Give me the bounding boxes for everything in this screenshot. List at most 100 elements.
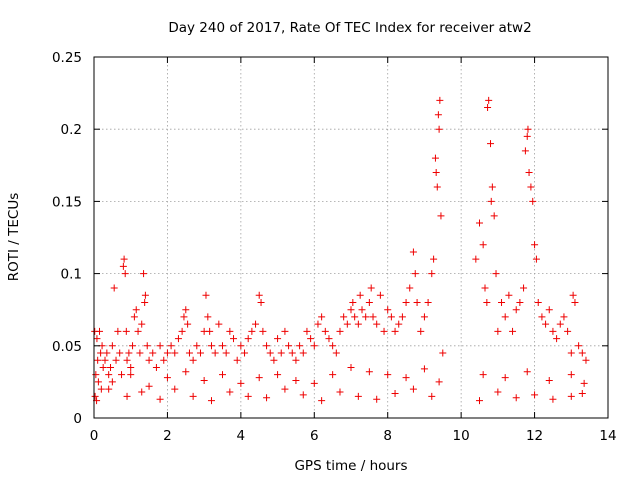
data-point [105, 385, 113, 393]
data-point [501, 374, 509, 382]
data-point [411, 270, 419, 278]
data-point [343, 320, 351, 328]
data-point [94, 378, 102, 386]
data-point [202, 291, 210, 299]
data-point [296, 342, 304, 350]
x-tick-label: 10 [453, 428, 470, 444]
data-point [97, 349, 105, 357]
data-point [226, 327, 234, 335]
data-point [347, 306, 355, 314]
data-point [484, 104, 492, 112]
data-point [145, 356, 153, 364]
grid [94, 57, 608, 418]
chart-title: Day 240 of 2017, Rate Of TEC Index for r… [168, 20, 531, 36]
x-tick-label: 2 [163, 428, 172, 444]
data-point [485, 96, 493, 104]
data-point [263, 394, 271, 402]
data-point [365, 298, 373, 306]
x-tick-label: 6 [310, 428, 319, 444]
data-points [91, 96, 590, 405]
data-point [248, 327, 256, 335]
data-point [263, 342, 271, 350]
data-point [428, 270, 436, 278]
data-point [354, 392, 362, 400]
data-point [121, 270, 129, 278]
data-point [244, 335, 252, 343]
data-point [549, 327, 557, 335]
data-point [219, 342, 226, 350]
data-point [472, 255, 480, 263]
data-point [222, 349, 230, 357]
data-point [512, 394, 520, 402]
data-point [152, 363, 160, 371]
data-point [167, 342, 175, 350]
x-axis-label: GPS time / hours [294, 458, 407, 474]
data-point [367, 284, 375, 292]
data-point [270, 356, 278, 364]
data-point [384, 306, 392, 314]
data-point [138, 320, 146, 328]
data-point [307, 335, 315, 343]
data-point [336, 388, 344, 396]
data-point [143, 342, 151, 350]
data-point [244, 392, 252, 400]
data-point [498, 298, 506, 306]
data-point [332, 349, 340, 357]
data-point [582, 356, 590, 364]
data-point [571, 298, 579, 306]
data-point [516, 298, 524, 306]
data-point [505, 291, 513, 299]
data-point [252, 320, 260, 328]
data-point [281, 327, 289, 335]
data-point [310, 342, 318, 350]
data-point [141, 291, 149, 299]
y-axis: 0 0.05 0.1 0.15 0.2 0.25 [52, 50, 608, 427]
data-point [520, 284, 528, 292]
data-point [391, 327, 399, 335]
data-point [140, 270, 148, 278]
data-point [435, 125, 443, 133]
data-point [134, 327, 142, 335]
data-point [160, 356, 168, 364]
data-point [233, 356, 241, 364]
data-point [564, 327, 572, 335]
data-point [578, 349, 586, 357]
data-point [200, 376, 208, 384]
data-point [340, 313, 348, 321]
data-point [299, 391, 307, 399]
data-point [141, 298, 149, 306]
data-point [127, 371, 135, 379]
data-point [373, 320, 381, 328]
data-point [433, 183, 441, 191]
data-point [163, 349, 171, 357]
data-point [362, 313, 370, 321]
data-point [189, 392, 197, 400]
data-point [347, 363, 355, 371]
data-point [107, 363, 115, 371]
data-point [97, 385, 105, 393]
data-point [494, 327, 502, 335]
data-point [130, 313, 138, 321]
data-point [123, 392, 131, 400]
data-point [325, 335, 333, 343]
data-point [336, 327, 344, 335]
data-point [219, 371, 226, 379]
data-point [538, 313, 546, 321]
x-tick-label: 4 [237, 428, 246, 444]
data-point [118, 371, 126, 379]
data-point [182, 368, 190, 376]
data-point [101, 356, 109, 364]
data-point [435, 378, 443, 386]
data-point [524, 125, 532, 133]
data-point [132, 306, 140, 314]
data-point [545, 376, 553, 384]
data-point [204, 313, 212, 321]
data-point [413, 298, 421, 306]
x-tick-label: 8 [383, 428, 392, 444]
data-point [560, 313, 568, 321]
data-point [356, 291, 364, 299]
data-point [185, 349, 193, 357]
data-point [122, 327, 130, 335]
data-point [567, 349, 575, 357]
data-point [483, 298, 491, 306]
